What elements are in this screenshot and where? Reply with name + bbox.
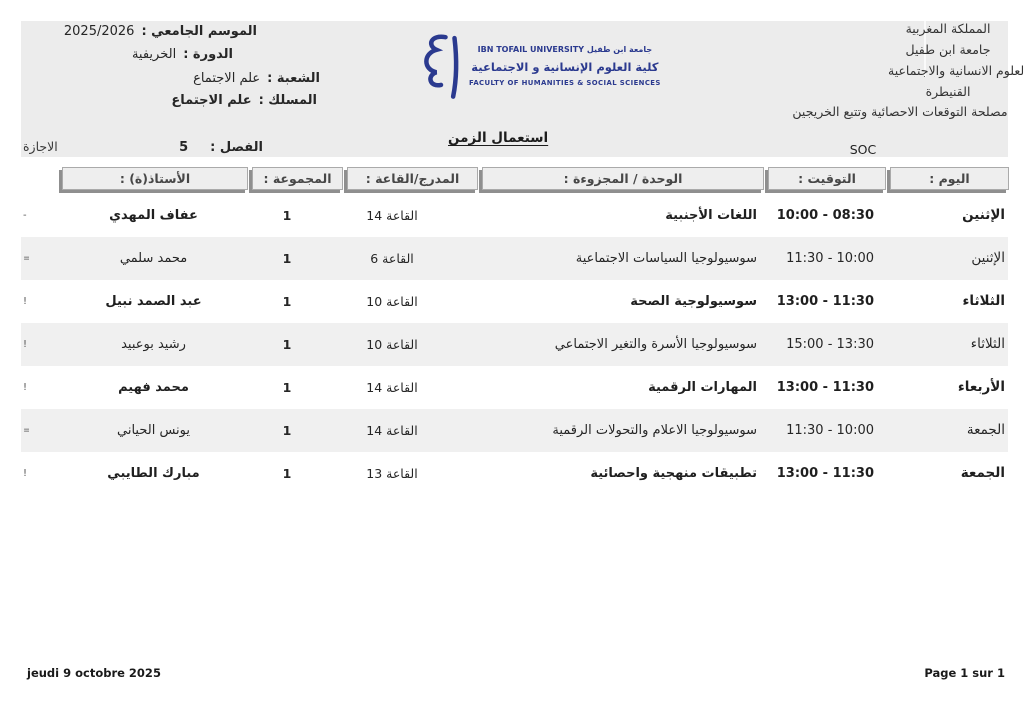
logo-text: IBN TOFAIL UNIVERSITY جامعة ابن طفيل كلي…: [469, 42, 661, 90]
column-header-group: المجموعة :: [252, 167, 343, 190]
program-code: SOC: [849, 142, 877, 157]
group-cell: 1: [282, 337, 292, 352]
track-label: المسلك :: [258, 93, 317, 108]
module-cell: سوسيولوجيا السياسات الاجتماعية: [575, 251, 757, 266]
module-cell: اللغات الأجنبية: [665, 208, 757, 223]
room-cell: القاعة 10: [366, 337, 418, 352]
module-cell: سوسيولوجيا الأسرة والتغير الاجتماعي: [554, 337, 757, 352]
session-value: الخريفية: [131, 47, 177, 62]
module-cell: سوسيولوجية الصحة: [630, 294, 757, 309]
track-line: المسلك : علم الاجتماع: [171, 93, 317, 108]
university-line: جامعة ابن طفيل: [905, 42, 991, 57]
clipped-text-fragment: =: [23, 425, 29, 436]
time-cell: 08:30 - 10:00: [776, 208, 874, 223]
logo-line-3: FACULTY OF HUMANITIES & SOCIAL SCIENCES: [469, 79, 661, 87]
group-cell: 1: [282, 294, 292, 309]
branch-value: علم الاجتماع: [193, 71, 261, 86]
faculty-line: كلية العلوم الانسانية والاجتماعية: [888, 63, 1024, 78]
group-cell: 1: [282, 208, 292, 223]
academic-year-line: الموسم الجامعي : 2025/2026: [64, 24, 257, 39]
column-header-day: اليوم :: [890, 167, 1009, 190]
branch-line: الشعبة : علم الاجتماع: [193, 71, 320, 86]
column-header-time: التوقيت :: [768, 167, 886, 190]
academic-year-label: الموسم الجامعي :: [141, 24, 257, 39]
teacher-cell: مبارك الطايبي: [107, 466, 200, 481]
teacher-cell: رشيد بوعبيد: [121, 337, 186, 352]
day-cell: الثلاثاء: [970, 336, 1005, 352]
day-cell: الثلاثاء: [962, 293, 1006, 309]
time-cell: 11:30 - 13:00: [776, 294, 874, 309]
clipped-text-fragment: !: [23, 296, 28, 307]
teacher-cell: محمد سلمي: [119, 251, 188, 266]
session-label: الدورة :: [183, 47, 233, 62]
time-cell: 10:00 - 11:30: [786, 251, 874, 266]
table-row: - الإثنين 08:30 - 10:00 اللغات الأجنبية …: [21, 194, 1008, 237]
group-cell: 1: [282, 423, 292, 438]
semester-line: الفصل : 5: [179, 140, 263, 155]
column-header-module: الوحدة / المجزوءة :: [482, 167, 764, 190]
institution-block: المملكة المغربية جامعة ابن طفيل كلية الع…: [888, 18, 1024, 102]
logo-line-1: IBN TOFAIL UNIVERSITY جامعة ابن طفيل: [477, 45, 653, 54]
kingdom-line: المملكة المغربية: [905, 21, 991, 36]
footer-date: jeudi 9 octobre 2025: [27, 666, 161, 680]
time-cell: 11:30 - 13:00: [776, 466, 874, 481]
service-line: مصلحة التوقعات الاحصائية وتتبع الخريجين: [792, 104, 1008, 119]
table-row: ! الثلاثاء 13:30 - 15:00 سوسيولوجيا الأس…: [21, 323, 1008, 366]
session-line: الدورة : الخريفية: [132, 47, 233, 62]
teacher-cell: يونس الحياني: [117, 423, 190, 438]
university-logo: IBN TOFAIL UNIVERSITY جامعة ابن طفيل كلي…: [418, 30, 661, 102]
table-row: ! الأربعاء 11:30 - 13:00 المهارات الرقمي…: [21, 366, 1008, 409]
day-cell: الأربعاء: [957, 379, 1005, 395]
table-row: ! الجمعة 11:30 - 13:00 تطبيقات منهجية وا…: [21, 452, 1008, 495]
teacher-cell: محمد فهيم: [118, 380, 189, 395]
group-cell: 1: [282, 380, 292, 395]
city-line: القنيطرة: [925, 84, 971, 99]
module-cell: تطبيقات منهجية واحصائية: [590, 466, 757, 481]
group-cell: 1: [282, 466, 292, 481]
room-cell: القاعة 13: [366, 466, 418, 481]
footer-page-number: Page 1 sur 1: [924, 666, 1005, 680]
track-value: علم الاجتماع: [171, 93, 252, 108]
day-cell: الجمعة: [960, 465, 1005, 481]
clipped-text-fragment: !: [23, 468, 28, 479]
room-cell: القاعة 14: [366, 208, 418, 223]
teacher-cell: عبد الصمد نبيل: [105, 294, 202, 309]
time-cell: 13:30 - 15:00: [786, 337, 874, 352]
semester-value: 5: [179, 140, 189, 155]
column-header-teacher: الأستاذ(ة) :: [62, 167, 248, 190]
day-cell: الجمعة: [966, 422, 1005, 438]
academic-year-value: 2025/2026: [63, 24, 135, 39]
clipped-text-fragment: -: [23, 210, 27, 221]
day-cell: الإثنين: [962, 207, 1005, 223]
table-row: ! الثلاثاء 11:30 - 13:00 سوسيولوجية الصح…: [21, 280, 1008, 323]
time-cell: 10:00 - 11:30: [786, 423, 874, 438]
cell-divider: [924, 21, 926, 77]
room-cell: القاعة 14: [366, 423, 418, 438]
degree-label: الاجازة: [23, 139, 58, 154]
clipped-text-fragment: !: [23, 382, 28, 393]
module-cell: المهارات الرقمية: [648, 380, 757, 395]
table-row: = الجمعة 10:00 - 11:30 سوسيولوجيا الاعلا…: [21, 409, 1008, 452]
header-band: [21, 21, 1008, 157]
time-cell: 11:30 - 13:00: [776, 380, 874, 395]
day-cell: الإثنين: [971, 250, 1005, 266]
room-cell: القاعة 6: [370, 251, 414, 266]
module-cell: سوسيولوجيا الاعلام والتحولات الرقمية: [552, 423, 757, 438]
column-header-room: المدرج/القاعة :: [347, 167, 478, 190]
clipped-text-fragment: =: [23, 253, 29, 264]
teacher-cell: عفاف المهدي: [109, 208, 198, 223]
university-logo-mark: [424, 34, 459, 99]
room-cell: القاعة 10: [366, 294, 418, 309]
clipped-text-fragment: !: [23, 339, 28, 350]
branch-label: الشعبة :: [267, 71, 320, 86]
timetable-body: - الإثنين 08:30 - 10:00 اللغات الأجنبية …: [21, 194, 1008, 495]
semester-label: الفصل :: [210, 140, 263, 155]
logo-line-2: كلية العلوم الإنسانية و الاجتماعية: [471, 60, 659, 74]
group-cell: 1: [282, 251, 292, 266]
page-title: استعمال الزمن: [448, 130, 549, 146]
table-row: = الإثنين 10:00 - 11:30 سوسيولوجيا السيا…: [21, 237, 1008, 280]
room-cell: القاعة 14: [366, 380, 418, 395]
